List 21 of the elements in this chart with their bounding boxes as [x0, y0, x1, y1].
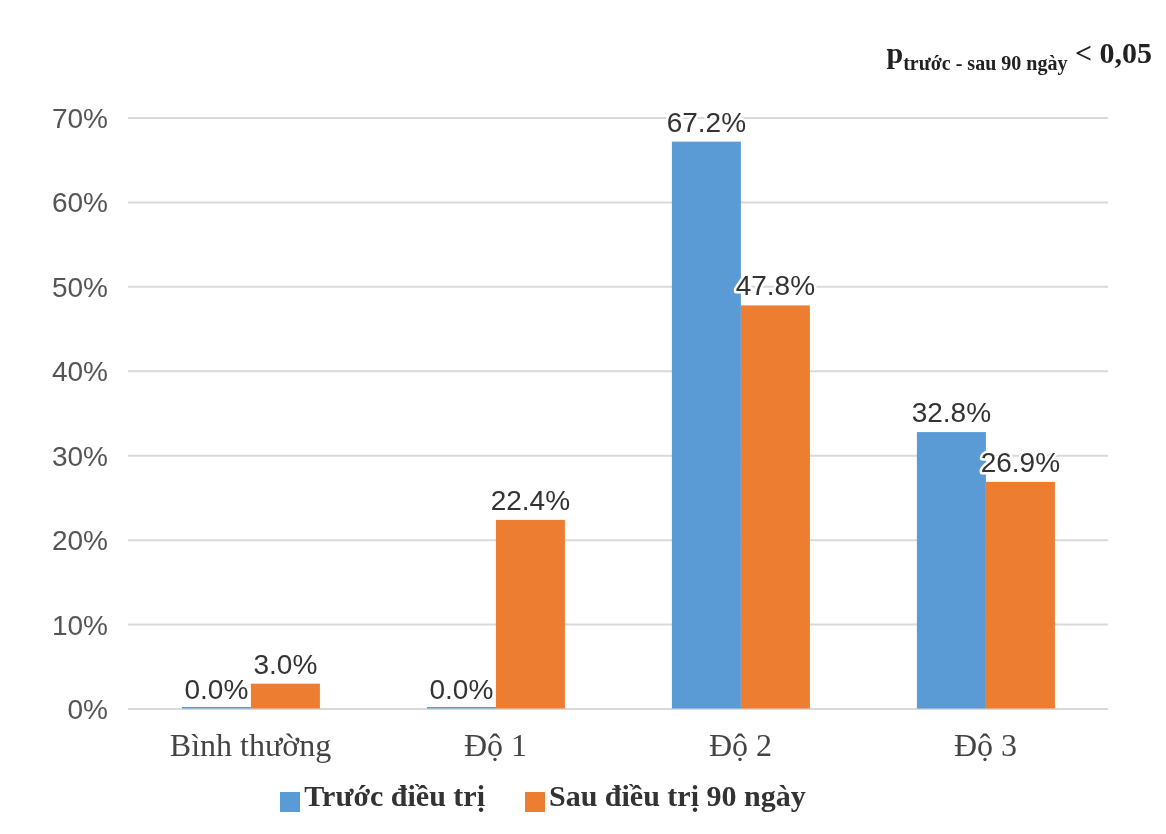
x-tick-label: Bình thường: [169, 726, 332, 763]
data-label: 32.8%: [911, 397, 992, 429]
y-tick-label: 70%: [51, 102, 108, 134]
legend-label: Sau điều trị 90 ngày: [548, 779, 806, 812]
y-tick-label: 30%: [51, 440, 108, 472]
legend-label: Trước điều trị: [304, 779, 485, 812]
x-tick-label: Độ 1: [463, 726, 528, 763]
y-tick-label: 0%: [67, 693, 108, 725]
x-tick-label: Độ 2: [708, 726, 773, 763]
y-tick-label: 40%: [51, 356, 108, 388]
text: p$_{trước - sau 90 ngày}$ < 0,05: [886, 36, 1152, 75]
data-label: 67.2%: [666, 106, 747, 138]
data-label: 0.0%: [429, 674, 494, 705]
data-label: 3.0%: [253, 648, 318, 680]
x-tick-label: Độ 3: [953, 726, 1018, 763]
y-tick-label: 20%: [51, 525, 108, 557]
y-tick-label: 50%: [51, 271, 108, 303]
y-tick-label: 60%: [51, 187, 108, 219]
y-tick-label: 10%: [51, 609, 108, 641]
data-label: 0.0%: [184, 674, 249, 705]
data-label: 22.4%: [490, 484, 571, 516]
